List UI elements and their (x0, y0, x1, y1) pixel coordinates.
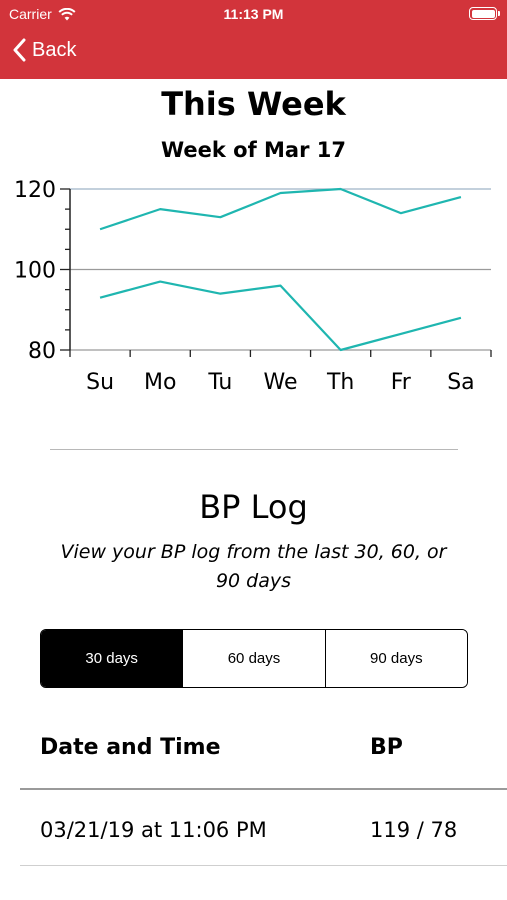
bp-log-title: BP Log (199, 488, 308, 526)
segment-60-days[interactable]: 60 days (182, 630, 325, 687)
segment-30-days[interactable]: 30 days (41, 630, 183, 687)
chart-x-tick-label: We (264, 370, 298, 395)
chart-x-tick-label: Fr (391, 370, 412, 395)
chart-x-tick-label: Mo (144, 370, 176, 395)
chart-x-tick-label: Tu (207, 370, 232, 395)
column-header-date: Date and Time (40, 735, 221, 760)
carrier-group: Carrier (9, 6, 76, 22)
battery-icon (469, 7, 500, 20)
range-segmented-control: 30 days 60 days 90 days (40, 629, 468, 688)
chart-series-line (99, 280, 462, 352)
week-subtitle: Week of Mar 17 (160, 138, 346, 162)
page-title: This Week (161, 85, 346, 123)
chart-x-tick-label: Th (326, 370, 354, 395)
back-label: Back (32, 38, 77, 61)
bp-weekly-chart: 80 100 120 Su Mo Tu We Th Fr Sa (14, 178, 492, 395)
chart-y-tick-label: 100 (14, 259, 56, 284)
carrier-label: Carrier (9, 6, 52, 22)
section-divider (50, 449, 458, 450)
table-row[interactable]: 03/21/19 at 11:06 PM 119 / 78 (0, 790, 507, 867)
chart-series-line (99, 187, 462, 231)
row-date: 03/21/19 at 11:06 PM (40, 818, 267, 842)
row-divider (20, 865, 507, 866)
segment-90-days[interactable]: 90 days (324, 630, 467, 687)
status-time: 11:13 PM (223, 6, 284, 22)
chart-y-tick-label: 80 (28, 339, 56, 364)
row-bp: 119 / 78 (370, 818, 458, 842)
chart-y-tick-label: 120 (14, 178, 56, 203)
bp-log-description: View your BP log from the last 30, 60, o… (60, 541, 447, 592)
back-button[interactable]: Back (12, 38, 76, 62)
status-bar: Carrier 11:13 PM (0, 0, 507, 28)
wifi-icon (58, 7, 76, 20)
navigation-bar: Back (0, 28, 507, 79)
chevron-left-icon (13, 38, 26, 62)
chart-x-tick-label: Sa (447, 370, 474, 395)
chart-x-tick-label: Su (86, 370, 114, 395)
table-header: Date and Time BP (0, 735, 507, 771)
column-header-bp: BP (370, 735, 403, 760)
header-divider (20, 788, 507, 790)
